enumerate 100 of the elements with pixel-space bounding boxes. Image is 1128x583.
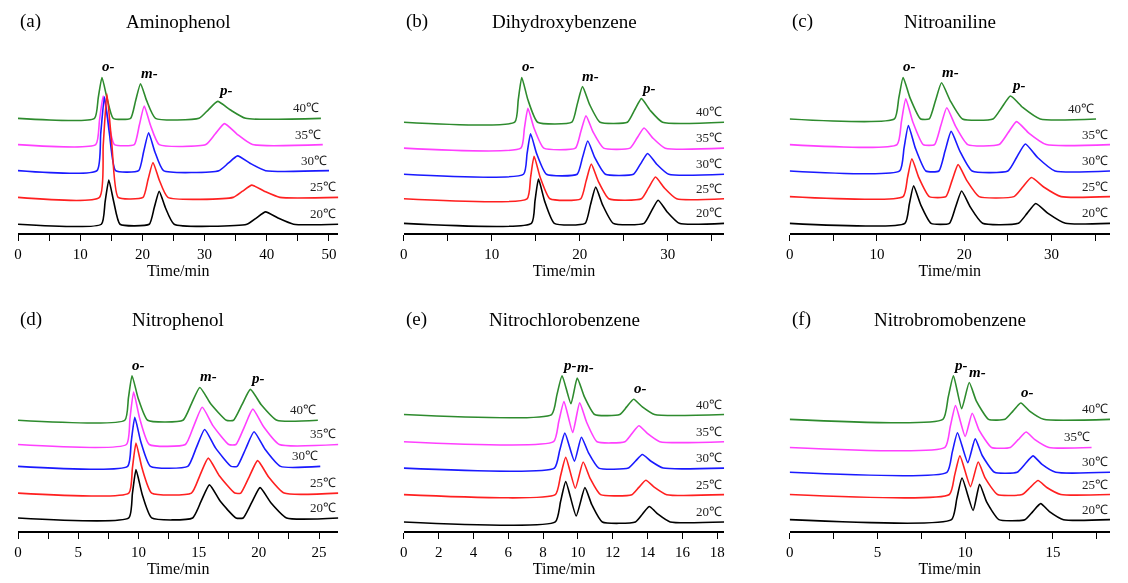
x-tick-label: 10 [570,543,586,560]
series-label: 20℃ [1082,205,1108,220]
chart-title: Nitroaniline [904,11,996,32]
x-tick-label: 20 [251,543,267,560]
text: (d) [20,308,43,330]
x-tick-label: 40 [259,245,275,262]
annotation: p- [1011,77,1026,93]
chart-title: Dihydroxybenzene [492,11,637,32]
series-label: 40℃ [696,104,722,119]
series-label: 25℃ [696,181,722,196]
series-label: 30℃ [301,153,327,168]
x-tick-label: 5 [873,543,882,560]
x-tick-label: 12 [605,543,621,560]
x-axis-title: Time/min [918,261,982,279]
series-label: 40℃ [1082,401,1108,416]
x-tick-label: 0 [785,543,794,560]
series-label: 30℃ [1082,454,1108,469]
annotation: o- [132,357,145,373]
series-label: 30℃ [1082,153,1108,168]
x-tick-label: 25 [311,543,327,560]
x-tick-label: 15 [191,543,207,560]
x-tick-label: 30 [197,245,213,262]
chart-title: Nitrobromobenzene [874,309,1026,330]
x-tick-label: 0 [400,245,408,262]
x-tick-label: 20 [134,245,150,262]
annotation: o- [634,380,647,396]
series-label: 20℃ [696,504,722,519]
text: (b) [406,10,429,32]
x-tick-label: 18 [709,543,725,560]
annotation: m- [969,364,986,380]
x-tick-label: 2 [434,543,443,560]
x-tick-label: 14 [640,543,656,560]
annotation: p- [218,82,233,98]
series-label: 35℃ [295,127,321,142]
x-tick-label: 16 [674,543,691,560]
x-tick-label: 20 [572,245,588,262]
annotation: o- [903,58,916,74]
series-label: 35℃ [310,426,336,441]
annotation: p- [641,80,656,96]
series-label: 25℃ [1082,477,1108,492]
text: (f) [792,308,811,330]
annotation: m- [942,64,959,80]
annotation: o- [1021,384,1034,400]
series-label: 20℃ [310,206,336,221]
x-tick-label: 10 [957,543,973,560]
annotation: m- [141,65,158,81]
series-label: 25℃ [310,475,336,490]
series-label: 25℃ [696,477,722,492]
x-tick-label: 10 [130,543,146,560]
series-label: 25℃ [310,179,336,194]
x-axis-title: Time/min [532,261,596,279]
x-tick-label: 0 [785,245,794,262]
series-label: 35℃ [696,130,722,145]
x-tick-label: 30 [1044,245,1060,262]
x-axis-title: Time/min [532,559,596,577]
series-label: 30℃ [696,156,722,171]
series-label: 20℃ [1082,502,1108,517]
annotation: o- [102,58,115,74]
series-label: 40℃ [290,402,316,417]
annotation: p- [953,357,968,373]
annotation: p- [250,370,265,386]
series-label: 30℃ [292,448,318,463]
x-tick-label: 10 [484,245,500,262]
text: (e) [406,308,428,330]
series-label: 25℃ [1082,179,1108,194]
series-label: 35℃ [1064,429,1090,444]
x-tick-label: 4 [469,543,478,560]
x-axis-title: Time/min [146,261,210,279]
x-axis-title: Time/min [146,559,210,577]
chart-title: Nitrochlorobenzene [489,309,640,330]
text: (a) [20,10,42,32]
series-label: 35℃ [696,424,722,439]
annotation: m- [577,359,594,375]
x-tick-label: 5 [74,543,82,560]
series-label: 40℃ [1068,101,1094,116]
chart-title: Aminophenol [126,11,231,32]
series-label: 20℃ [696,205,722,220]
annotation: o- [522,58,535,74]
x-tick-label: 6 [504,543,513,560]
x-tick-label: 10 [72,245,88,262]
annotation: m- [200,368,217,384]
x-tick-label: 10 [869,245,885,262]
x-tick-label: 50 [321,245,337,262]
x-tick-label: 30 [660,245,676,262]
chart-title: Nitrophenol [132,309,224,330]
x-axis-title: Time/min [918,559,982,577]
series-label: 35℃ [1082,127,1108,142]
series-label: 30℃ [696,450,722,465]
annotation: p- [562,357,577,373]
x-tick-label: 8 [539,543,547,560]
series-label: 40℃ [293,100,319,115]
annotation: m- [582,68,599,84]
x-tick-label: 0 [14,245,22,262]
x-tick-label: 0 [14,543,22,560]
x-tick-label: 20 [956,245,972,262]
series-label: 40℃ [696,397,722,412]
x-tick-label: 0 [400,543,408,560]
x-tick-label: 15 [1045,543,1061,560]
text: (c) [792,10,814,32]
series-label: 20℃ [310,500,336,515]
